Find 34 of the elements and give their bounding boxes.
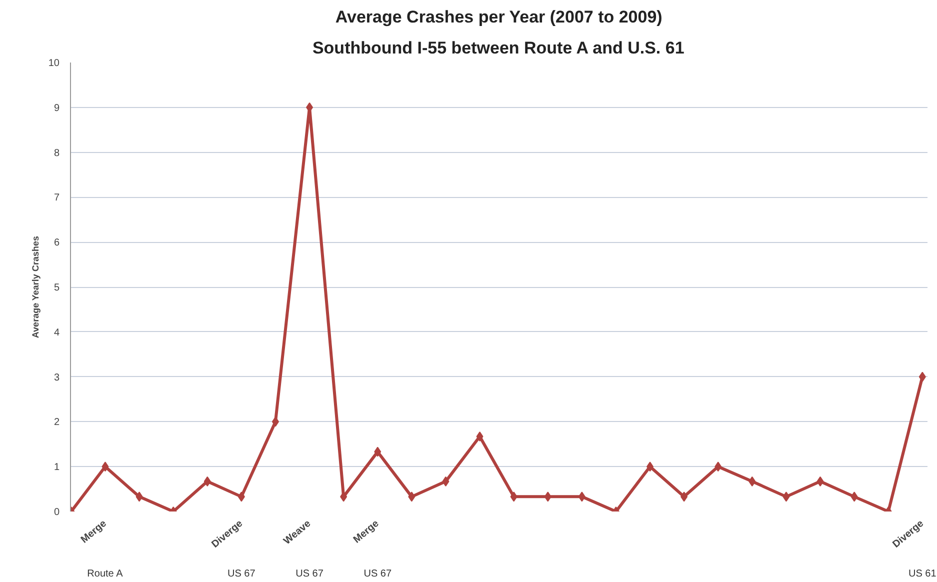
point [646,462,654,472]
chart-title: Average Crashes per Year (2007 to 2009) [335,8,662,26]
y-tick-label: 0 [54,507,60,518]
point [782,492,790,502]
point [238,492,245,502]
point [374,446,382,457]
chart-subtitle: Southbound I-55 between Route A and U.S. 61 [312,38,684,58]
y-axis-title: Average Yearly Crashes [30,236,40,338]
point [748,476,756,486]
y-tick-label: 10 [48,58,60,69]
point [714,462,722,472]
point [136,492,143,502]
point [272,416,279,427]
y-tick-label: 3 [54,372,60,384]
y-tick-label: 1 [54,462,60,474]
point [578,492,586,502]
point [442,476,450,486]
y-tick-label: 8 [54,148,60,159]
y-tick-label: 7 [54,192,60,204]
point [102,462,109,472]
point [544,492,552,502]
point [680,492,688,502]
point [918,372,926,382]
y-tick-label: 2 [54,417,60,428]
y-tick-label: 5 [54,282,60,294]
point [476,432,484,442]
y-tick-label: 6 [54,238,60,249]
point [510,492,518,502]
point [816,476,824,486]
point [850,492,858,502]
point [204,476,211,486]
y-tick-label: 4 [54,327,60,338]
point [408,492,416,502]
y-tick-label: 9 [54,102,60,114]
